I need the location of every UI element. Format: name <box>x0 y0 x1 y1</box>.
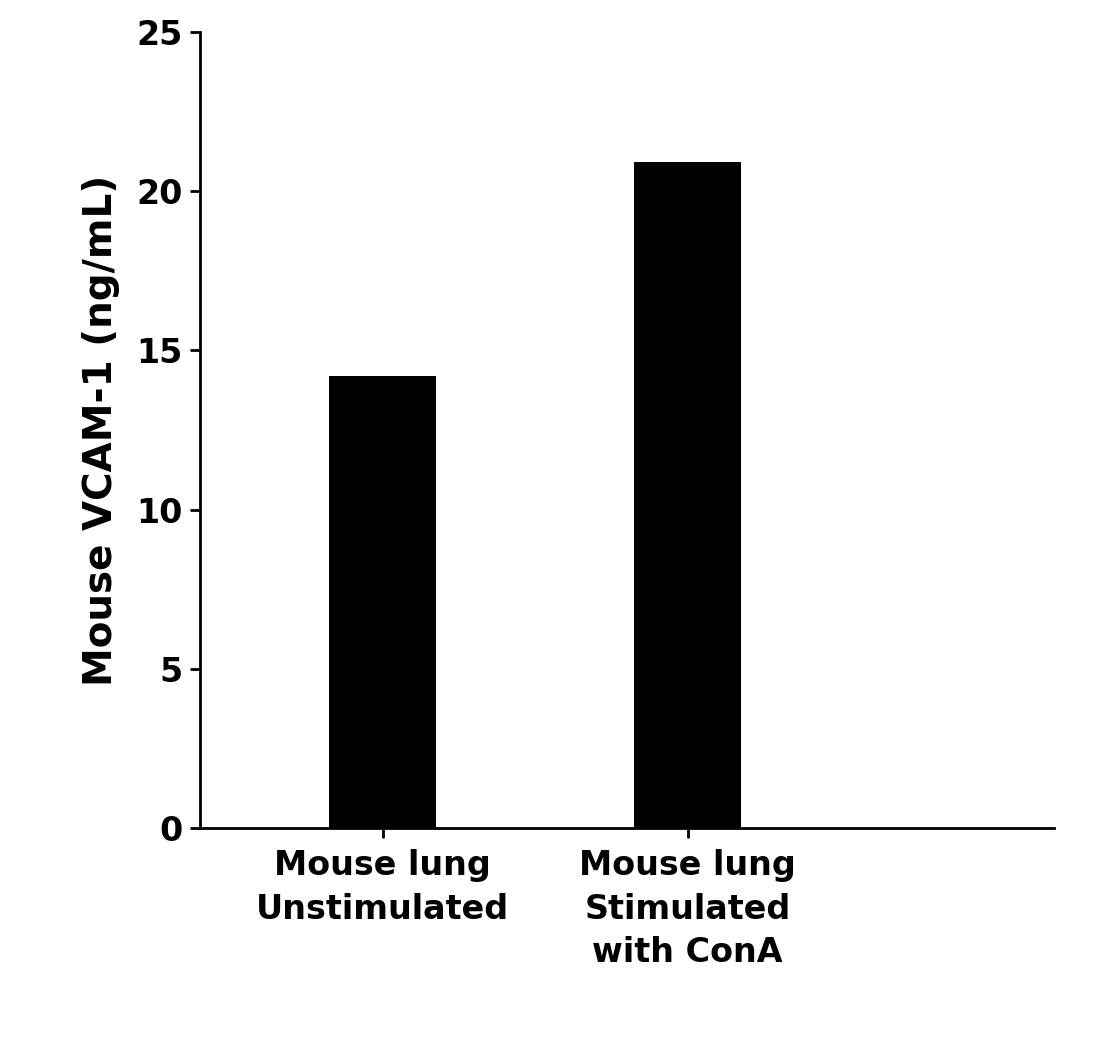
Y-axis label: Mouse VCAM-1 (ng/mL): Mouse VCAM-1 (ng/mL) <box>82 174 120 686</box>
Bar <box>634 162 741 828</box>
Bar <box>329 376 436 828</box>
